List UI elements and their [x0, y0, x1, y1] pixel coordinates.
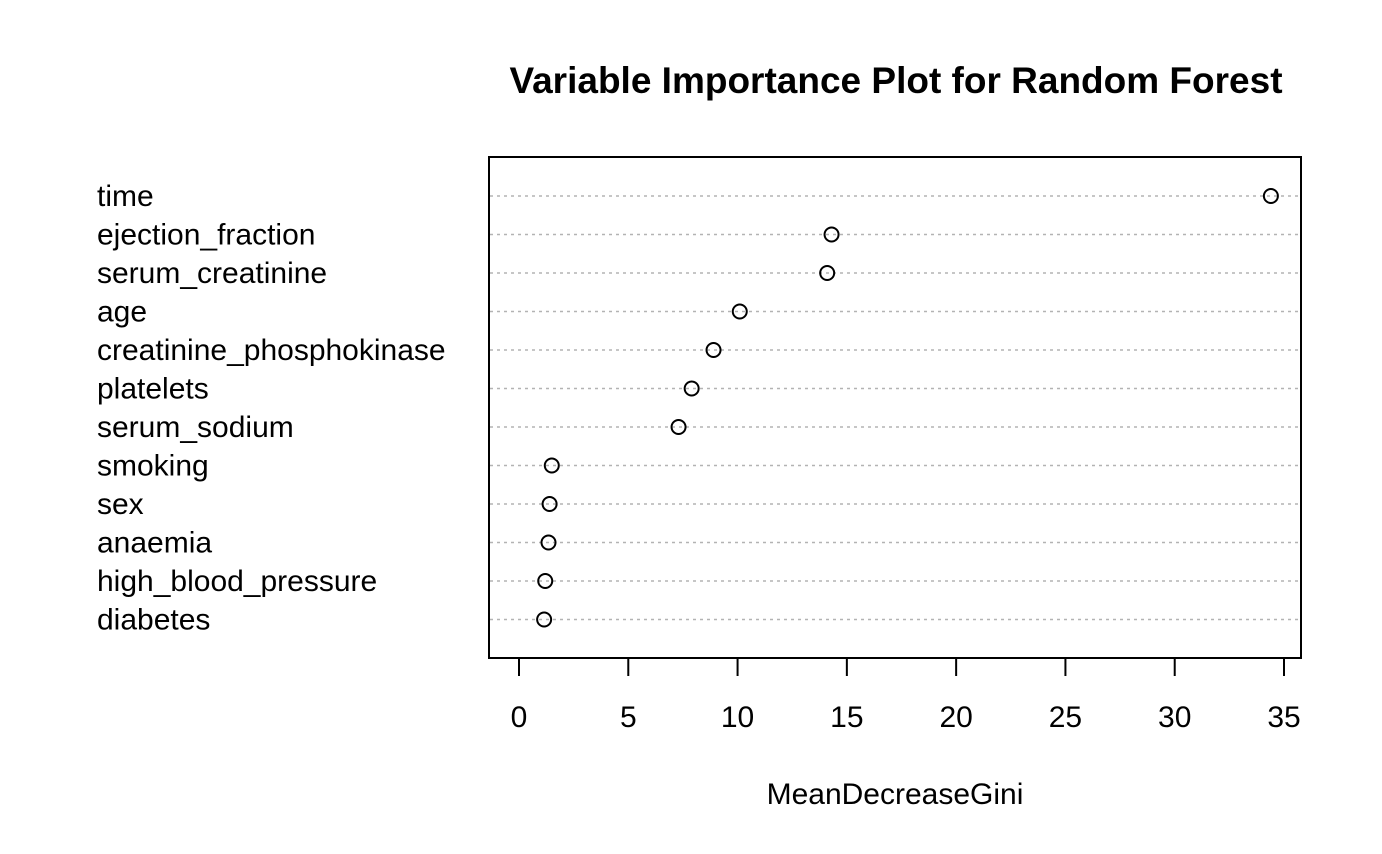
category-label: creatinine_phosphokinase — [97, 334, 446, 367]
x-tick-label: 15 — [830, 701, 863, 734]
data-point — [541, 496, 558, 512]
x-tick-label: 30 — [1158, 701, 1191, 734]
category-label: serum_creatinine — [97, 257, 327, 290]
category-label: age — [97, 296, 147, 329]
data-point — [537, 573, 554, 589]
chart-title: Variable Importance Plot for Random Fore… — [509, 60, 1282, 101]
data-point — [705, 342, 722, 358]
data-point — [823, 226, 840, 243]
plot-frame — [488, 156, 1302, 659]
x-axis-label: MeanDecreaseGini — [767, 778, 1024, 811]
category-label: sex — [97, 488, 144, 521]
data-point — [540, 534, 557, 551]
category-label: serum_sodium — [97, 411, 294, 444]
category-label: time — [97, 180, 154, 213]
category-label: smoking — [97, 450, 209, 483]
grid-lines — [490, 195, 1300, 621]
data-point — [1262, 188, 1279, 204]
x-tick-label: 35 — [1267, 701, 1300, 734]
x-tick-label: 0 — [511, 701, 528, 734]
data-point — [683, 380, 700, 397]
category-label: high_blood_pressure — [97, 565, 377, 598]
data-point — [536, 611, 553, 628]
data-point — [670, 419, 687, 435]
category-label: anaemia — [97, 527, 212, 560]
data-point — [819, 265, 836, 281]
category-label: diabetes — [97, 604, 210, 637]
data-point — [731, 303, 748, 320]
data-points — [536, 188, 1279, 628]
x-axis: 0 5 10 15 20 25 30 35 — [511, 657, 1301, 734]
x-tick-label: 20 — [939, 701, 972, 734]
category-label: platelets — [97, 373, 209, 406]
category-labels: time ejection_fraction serum_creatinineage… — [97, 180, 446, 637]
x-tick-label: 10 — [721, 701, 754, 734]
data-point — [543, 457, 560, 474]
category-label: ejection_fraction — [97, 219, 315, 252]
x-tick-label: 5 — [620, 701, 637, 734]
x-tick-label: 25 — [1049, 701, 1082, 734]
